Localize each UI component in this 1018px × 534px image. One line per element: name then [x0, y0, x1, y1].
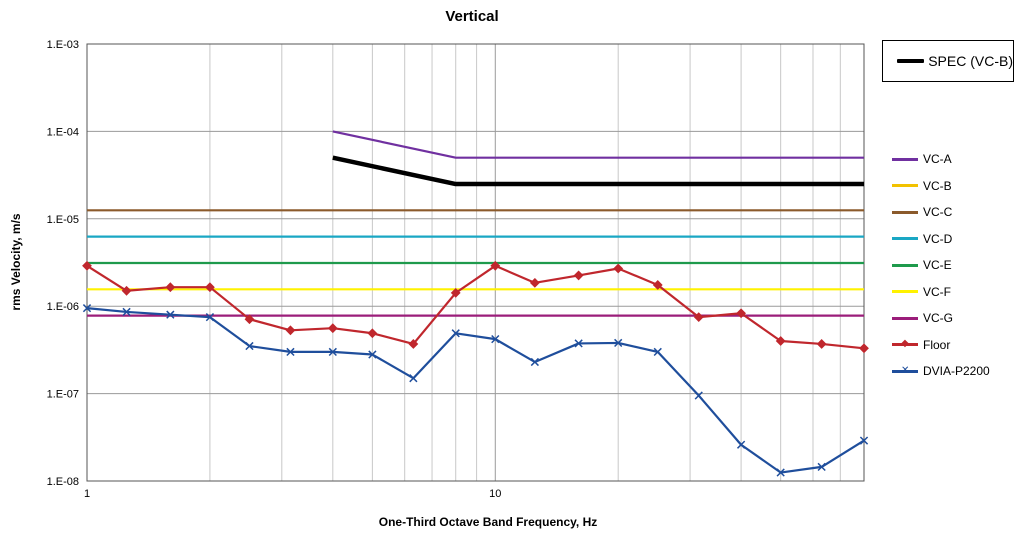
floor-point [285, 325, 296, 336]
floor-point [859, 343, 869, 354]
legend-item-vc-e: VC-E [892, 252, 1012, 279]
y-axis-ticks: 1.E-08 1.E-07 1.E-06 1.E-05 1.E-04 1.E-03 [47, 39, 79, 488]
floor-point [736, 308, 747, 319]
series-line-dvia-p2200 [86, 307, 865, 474]
legend-swatch [892, 263, 918, 267]
legend-item-vc-d: VC-D [892, 226, 1012, 253]
series-layer [82, 130, 869, 477]
dvia-point [328, 347, 337, 357]
dvia-point [694, 391, 703, 400]
series-dvia-p2200 [82, 304, 869, 477]
dvia-point [286, 347, 295, 357]
legend-item-vc-c: VC-C [892, 199, 1012, 226]
floor-point [121, 285, 132, 296]
dvia-point [530, 357, 539, 367]
dvia-point [409, 374, 418, 383]
legend-label: VC-D [923, 231, 953, 246]
x-tick-label: 1 [84, 488, 90, 500]
spec-legend-box: SPEC (VC-B) [882, 40, 1014, 82]
dvia-point [245, 341, 254, 351]
series-vc-b [332, 156, 864, 186]
y-tick-label: 1.E-03 [47, 39, 79, 51]
floor-point [693, 312, 704, 323]
floor-point [450, 287, 461, 298]
dvia-point [82, 304, 92, 313]
y-tick-label: 1.E-06 [47, 301, 79, 313]
legend-label: VC-C [923, 205, 953, 220]
dvia-point [451, 329, 460, 338]
floor-point [652, 280, 663, 290]
legend-item-vc-b: VC-B [892, 173, 1012, 200]
series-vc-a [332, 130, 864, 159]
legend-swatch [892, 316, 918, 320]
legend-item-dvia-p2200: ✕ DVIA-P2200 [892, 358, 1012, 385]
legend-item-floor: ◆ Floor [892, 332, 1012, 359]
dvia-point [859, 436, 869, 445]
legend-label: VC-F [923, 284, 951, 299]
floor-point [573, 270, 584, 281]
legend-item-vc-a: VC-A [892, 146, 1012, 173]
legend-item-vc-f: VC-F [892, 279, 1012, 306]
legend-label: VC-B [923, 178, 952, 193]
legend-label: VC-E [923, 258, 952, 273]
dvia-point [817, 462, 826, 472]
dvia-point [736, 440, 746, 449]
legend-swatch: ✕ [892, 365, 918, 375]
legend-swatch [892, 237, 918, 241]
floor-point [816, 339, 827, 349]
y-tick-label: 1.E-07 [47, 389, 79, 401]
chart-legend: VC-A VC-B VC-C VC-D VC-E VC-F VC-G ◆ Floor ✕ DVIA-… [892, 146, 1012, 385]
y-axis-label: rms Velocity, m/s [9, 213, 23, 310]
y-tick-label: 1.E-05 [47, 214, 79, 226]
legend-swatch: ◆ [892, 339, 918, 349]
y-tick-label: 1.E-08 [47, 476, 79, 488]
chart-title: Vertical [445, 8, 498, 25]
floor-point [244, 314, 255, 325]
legend-swatch [892, 210, 918, 214]
x-tick-label: 10 [489, 488, 501, 500]
series-floor [82, 260, 869, 354]
floor-point [204, 282, 215, 293]
dvia-point [122, 307, 131, 317]
legend-swatch [892, 290, 918, 294]
legend-swatch [892, 157, 918, 161]
series-line-floor [86, 264, 865, 350]
y-tick-label: 1.E-04 [47, 126, 79, 138]
spec-legend-swatch [897, 59, 925, 63]
legend-label: VC-A [923, 152, 952, 167]
series-line-vc-b [332, 156, 864, 186]
dvia-point [653, 347, 662, 357]
floor-point [165, 282, 176, 293]
legend-item-vc-g: VC-G [892, 305, 1012, 332]
dvia-point [776, 468, 785, 477]
x-axis-ticks: 1 10 [84, 488, 501, 500]
floor-point [775, 336, 786, 346]
floor-point [408, 339, 419, 349]
dvia-point [368, 350, 377, 359]
floor-point [327, 323, 338, 334]
dvia-point [491, 334, 500, 344]
diamond-marker-icon: ◆ [901, 338, 909, 350]
legend-label: DVIA-P2200 [923, 364, 990, 379]
floor-point [490, 260, 501, 271]
spec-line [332, 155, 864, 187]
floor-point [82, 260, 92, 271]
dvia-point [574, 339, 583, 348]
dvia-point [166, 310, 175, 319]
floor-point [367, 328, 378, 339]
legend-label: Floor [923, 337, 951, 352]
floor-point [529, 277, 540, 288]
dvia-point [205, 312, 215, 322]
spec-legend-label: SPEC (VC-B) [928, 53, 1013, 69]
x-marker-icon: ✕ [901, 364, 910, 376]
x-axis-label: One-Third Octave Band Frequency, Hz [379, 515, 597, 529]
series-line-vc-a [332, 130, 864, 159]
legend-swatch [892, 184, 918, 188]
legend-label: VC-G [923, 311, 953, 326]
dvia-point [614, 338, 623, 348]
floor-point [613, 263, 624, 274]
